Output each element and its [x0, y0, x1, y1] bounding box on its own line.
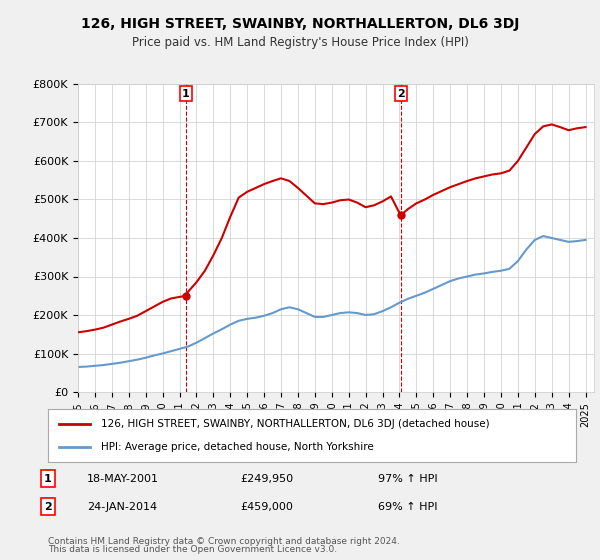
Text: Contains HM Land Registry data © Crown copyright and database right 2024.: Contains HM Land Registry data © Crown c…	[48, 537, 400, 546]
Text: 1: 1	[182, 88, 190, 99]
Text: £459,000: £459,000	[240, 502, 293, 512]
Text: 2: 2	[397, 88, 404, 99]
Text: 126, HIGH STREET, SWAINBY, NORTHALLERTON, DL6 3DJ: 126, HIGH STREET, SWAINBY, NORTHALLERTON…	[81, 17, 519, 31]
Text: HPI: Average price, detached house, North Yorkshire: HPI: Average price, detached house, Nort…	[101, 442, 374, 452]
Text: 24-JAN-2014: 24-JAN-2014	[87, 502, 157, 512]
Text: 1: 1	[44, 474, 52, 484]
Text: 18-MAY-2001: 18-MAY-2001	[87, 474, 159, 484]
Text: 97% ↑ HPI: 97% ↑ HPI	[378, 474, 437, 484]
Text: 69% ↑ HPI: 69% ↑ HPI	[378, 502, 437, 512]
Text: 2: 2	[44, 502, 52, 512]
Text: Price paid vs. HM Land Registry's House Price Index (HPI): Price paid vs. HM Land Registry's House …	[131, 36, 469, 49]
Text: 126, HIGH STREET, SWAINBY, NORTHALLERTON, DL6 3DJ (detached house): 126, HIGH STREET, SWAINBY, NORTHALLERTON…	[101, 419, 490, 429]
Text: £249,950: £249,950	[240, 474, 293, 484]
Text: This data is licensed under the Open Government Licence v3.0.: This data is licensed under the Open Gov…	[48, 545, 337, 554]
